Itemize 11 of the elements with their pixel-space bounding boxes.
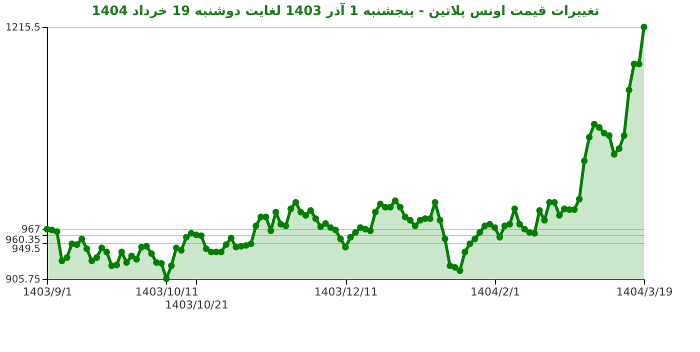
chart-title: تغییرات قیمت اونس پلاتین - پنجشنبه 1 آذر 1403 لغایت دوشنبه 19 خرداد 1404 <box>92 2 600 19</box>
x-tick-label: 1403/10/11 <box>135 286 199 298</box>
x-tick-label: 1403/9/1 <box>22 286 72 298</box>
y-tick-label: 949.5 <box>12 244 40 255</box>
x-tick-label: 1404/3/19 <box>616 286 673 298</box>
y-tick-label: 1215.5 <box>6 22 40 34</box>
x-tick-label: 1403/10/21 <box>165 298 228 312</box>
y-tick-label: 905.75 <box>6 274 40 286</box>
y-tick-label: 967 <box>21 224 40 236</box>
x-tick-label: 1403/12/11 <box>314 286 378 298</box>
x-tick-label: 1404/2/1 <box>470 286 520 298</box>
